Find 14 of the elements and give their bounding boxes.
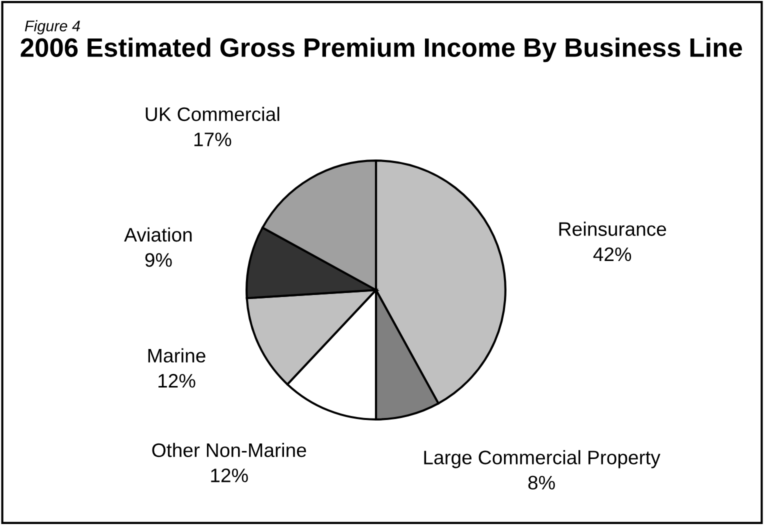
- data-label: 12%: [211, 468, 248, 482]
- data-label: 8%: [528, 476, 555, 490]
- slice-label: UK Commercial: [146, 106, 280, 122]
- caption: Figure 4: [24, 20, 80, 34]
- slice-label: Reinsurance: [559, 222, 666, 236]
- data-label: 17%: [194, 132, 232, 146]
- data-label: 42%: [593, 247, 632, 262]
- slice-label: Other Non-Marine: [152, 442, 306, 458]
- data-label: 12%: [158, 374, 196, 388]
- data-label: 9%: [145, 253, 172, 267]
- slice-label: Marine: [148, 348, 206, 363]
- chart-title: 2006 Estimated Gross Premium Income By Business Line: [20, 38, 742, 62]
- slice-label: Large Commercial Property: [424, 450, 660, 468]
- slice-label: Aviation: [124, 227, 192, 242]
